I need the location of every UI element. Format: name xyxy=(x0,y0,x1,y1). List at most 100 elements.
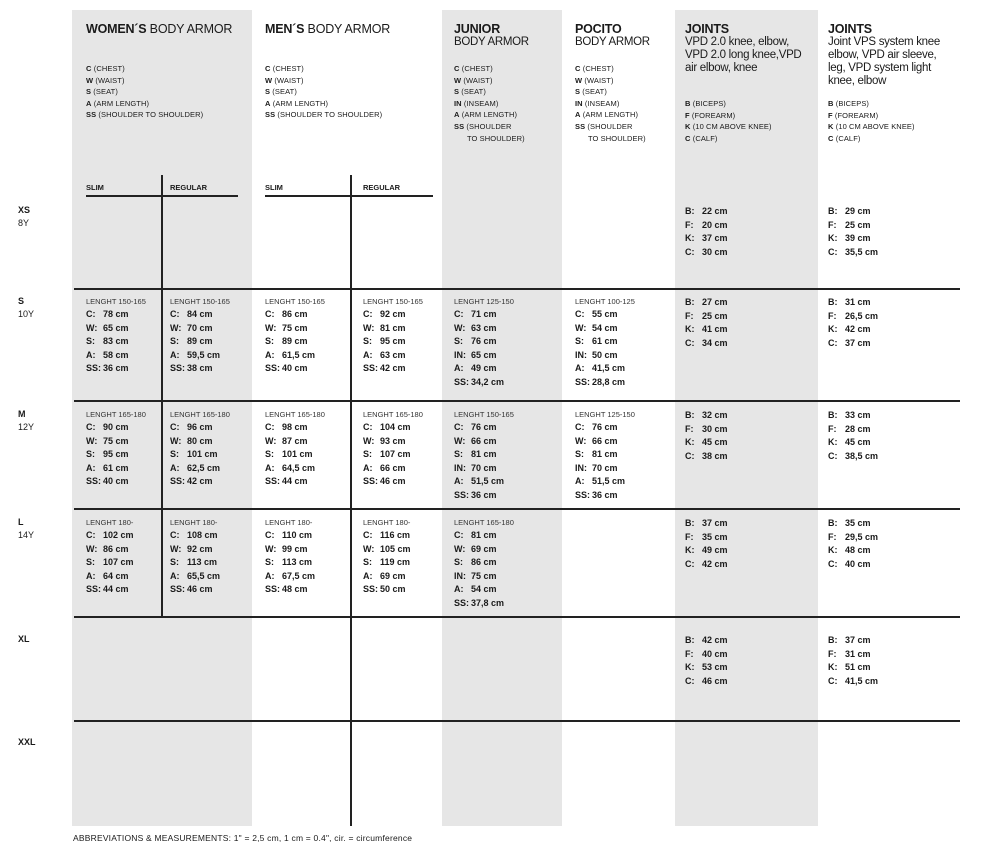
measurement-key: B: xyxy=(828,206,838,216)
measurement-value: 76 cm xyxy=(592,422,618,432)
measurement-key: F: xyxy=(685,648,694,659)
measurement: F: 28 cm xyxy=(828,423,878,437)
legend-meaning: (WAIST) xyxy=(584,75,614,85)
divider xyxy=(350,175,352,826)
legend-meaning: (CHEST) xyxy=(272,64,304,73)
measurement-key: B: xyxy=(685,635,695,645)
cell-s-joints2: B: 31 cm F: 26,5 cm K: 42 cm C: 37 cm xyxy=(828,296,878,350)
legend-meaning: (SEAT) xyxy=(461,87,486,97)
measurement-key: W: xyxy=(265,322,277,333)
measurement-value: 113 cm xyxy=(282,557,313,568)
divider xyxy=(74,616,960,618)
length-range: LENGHT 180- xyxy=(363,518,411,527)
legend-meaning: (INSEAM) xyxy=(463,98,499,108)
size-label-xxl: XXL xyxy=(18,736,36,749)
measurement-key: F: xyxy=(685,531,694,542)
measurement: S: 81 cm xyxy=(575,448,635,462)
measurement: K: 45 cm xyxy=(685,436,728,450)
divider xyxy=(74,508,960,510)
measurement-value: 48 cm xyxy=(845,545,871,556)
measurement-key: S: xyxy=(575,449,584,460)
legend-item: F (FOREARM) xyxy=(828,110,915,122)
legend-meaning: (WAIST) xyxy=(274,75,304,85)
divider xyxy=(74,720,960,722)
measurement-key: C: xyxy=(170,309,180,319)
measurement-key: A: xyxy=(170,570,180,581)
measurement-value: 51,5 cm xyxy=(592,476,626,487)
measurement-value: 70 cm xyxy=(471,462,497,473)
measurement-value: 42 cm xyxy=(187,476,213,487)
legend-item: C (CALF) xyxy=(828,133,915,145)
measurement: W: 66 cm xyxy=(454,435,514,449)
measurement: C: 116 cm xyxy=(363,529,411,543)
measurement-value: 89 cm xyxy=(282,336,308,347)
measurement-value: 37 cm xyxy=(702,518,728,528)
legend-meaning: (FOREARM) xyxy=(691,110,736,120)
measurement: SS: 40 cm xyxy=(265,362,325,376)
legend-abbr: SS xyxy=(454,121,465,131)
measurement: B: 35 cm xyxy=(828,517,878,531)
measurement: C: 71 cm xyxy=(454,308,514,322)
measurement-value: 46 cm xyxy=(380,476,406,487)
measurement-value: 89 cm xyxy=(187,336,213,347)
measurement-value: 38 cm xyxy=(187,363,213,374)
measurement-value: 61,5 cm xyxy=(282,349,316,360)
measurement-value: 92 cm xyxy=(187,543,213,554)
measurement-key: C: xyxy=(454,309,464,319)
measurement: A: 51,5 cm xyxy=(454,475,514,489)
measurement-key: A: xyxy=(363,570,373,581)
measurement-key: C: xyxy=(575,422,585,432)
measurement-key: SS: xyxy=(86,584,102,595)
measurement-value: 39 cm xyxy=(845,233,871,244)
measurement-key: C: xyxy=(828,558,838,569)
measurement-value: 81 cm xyxy=(471,530,497,540)
legend-meaning: TO SHOULDER) xyxy=(588,133,646,143)
measurement: C: 92 cm xyxy=(363,308,423,322)
divider xyxy=(265,195,433,197)
legend-abbr: IN xyxy=(575,98,583,108)
measurement-key: C: xyxy=(685,450,695,461)
measurement-value: 20 cm xyxy=(702,219,728,230)
measurement-value: 70 cm xyxy=(187,322,213,333)
measurement: C: 108 cm xyxy=(170,529,220,543)
measurement-key: A: xyxy=(86,349,96,360)
measurement: IN: 75 cm xyxy=(454,570,514,584)
measurement-key: W: xyxy=(170,322,182,333)
measurement: SS: 38 cm xyxy=(170,362,230,376)
measurement-key: W: xyxy=(363,435,375,446)
measurement-key: A: xyxy=(265,570,275,581)
measurement: A: 51,5 cm xyxy=(575,475,635,489)
measurement-value: 75 cm xyxy=(103,435,129,446)
cell-s-pocito: LENGHT 100-125 C: 55 cm W: 54 cm S: 61 cm IN: 50… xyxy=(575,296,635,390)
measurement: SS: 34,2 cm xyxy=(454,376,514,390)
measurement-key: S: xyxy=(170,449,179,460)
size-code: XS xyxy=(18,205,31,215)
measurement-key: S: xyxy=(170,557,179,568)
measurement-value: 25 cm xyxy=(845,219,871,230)
measurement-key: W: xyxy=(265,543,277,554)
measurement-value: 50 cm xyxy=(380,584,406,595)
measurement-key: K: xyxy=(828,437,838,448)
measurement-value: 31 cm xyxy=(845,648,871,659)
measurement-value: 53 cm xyxy=(702,662,728,673)
measurement: C: 78 cm xyxy=(86,308,146,322)
measurement: W: 81 cm xyxy=(363,322,423,336)
length-range: LENGHT 180- xyxy=(265,518,313,527)
measurement: SS: 40 cm xyxy=(86,475,146,489)
measurement: C: 30 cm xyxy=(685,246,728,260)
measurement-key: A: xyxy=(575,476,585,487)
measurement-value: 45 cm xyxy=(702,437,728,448)
legend-meaning: (SHOULDER TO SHOULDER) xyxy=(98,110,204,120)
measurement: A: 65,5 cm xyxy=(170,570,220,584)
measurement-value: 90 cm xyxy=(103,422,129,432)
measurement-key: S: xyxy=(86,557,95,568)
measurement-key: F: xyxy=(828,648,837,659)
measurement-value: 27 cm xyxy=(702,297,728,307)
measurement-value: 42 cm xyxy=(845,324,871,335)
legend-item: C (CHEST) xyxy=(86,63,203,75)
measurement-value: 116 cm xyxy=(380,530,411,540)
measurement: A: 61,5 cm xyxy=(265,349,325,363)
measurement-key: W: xyxy=(86,543,98,554)
cell-m-joints2: B: 33 cm F: 28 cm K: 45 cm C: 38,5 cm xyxy=(828,409,878,463)
